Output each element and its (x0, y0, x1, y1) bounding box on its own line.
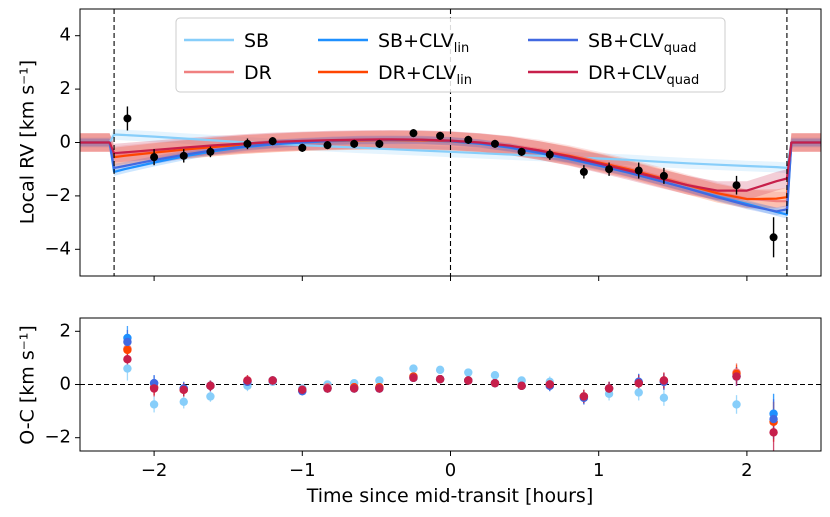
data-point (243, 139, 252, 148)
data-point (179, 151, 188, 160)
x-tick-label: −1 (289, 460, 316, 481)
data-point (123, 114, 132, 123)
data-point (464, 135, 473, 144)
residual-point-sb (659, 393, 669, 402)
bottom-panel: 2 0 −2 −2 −1 0 1 2 O-C [km s⁻¹] Time since mid… (17, 317, 822, 507)
residual-point-dr-clv-quad (206, 381, 215, 391)
legend-label-sb-clv-quad: SB+CLVquad (588, 30, 697, 56)
data-point (579, 167, 588, 176)
residual-point-dr-clv-quad (604, 384, 614, 393)
residual-point-sb (435, 365, 445, 375)
top-panel: 420−2−4 Local RV [km s⁻¹] SBDRSB+CLVlinD… (17, 8, 822, 281)
data-point (436, 131, 445, 140)
band-dr (80, 130, 821, 211)
residual-point-dr-clv-quad (732, 372, 741, 381)
top-y-tick-label: 2 (60, 78, 71, 99)
data-point (605, 165, 614, 174)
residual-point-sb (464, 368, 473, 377)
bottom-y-tick-label: 2 (60, 320, 71, 341)
residual-point-dr-clv-quad (243, 376, 252, 385)
bottom-y-axis-label: O-C [km s⁻¹] (17, 325, 39, 445)
residual-point-dr-clv-quad (409, 373, 418, 383)
residual-point-dr-clv-quad (490, 378, 500, 388)
bottom-y-tick-label: −2 (44, 427, 71, 448)
residual-point-sb (179, 397, 188, 406)
residual-point-sb (490, 370, 500, 380)
residual-point-sb (375, 376, 384, 385)
residual-point-dr-clv-quad (579, 392, 589, 401)
residual-point-dr-clv-lin (123, 345, 132, 355)
legend: SBDRSB+CLVlinDR+CLVlinSB+CLVquadDR+CLVqu… (175, 17, 726, 93)
residual-point-dr-clv-quad (179, 385, 188, 395)
x-tick-label: −2 (141, 460, 168, 481)
data-point (490, 139, 499, 148)
data-point (206, 147, 215, 156)
data-point (769, 233, 778, 242)
legend-frame (175, 17, 726, 93)
residual-point-dr-clv-quad (545, 380, 554, 389)
band-sb-clv-quad (80, 135, 821, 216)
top-y-tick-label: 0 (60, 132, 71, 153)
band-dr-clv-quad (80, 130, 821, 200)
data-point (323, 141, 332, 150)
residual-point-sb (634, 388, 643, 397)
residual-point-dr-clv-quad (769, 428, 778, 437)
data-point (659, 171, 668, 180)
legend-label-sb: SB (244, 30, 269, 52)
data-point (732, 181, 741, 190)
residual-point-dr-clv-quad (298, 385, 307, 395)
residual-point-dr-clv-quad (375, 384, 384, 393)
residual-point-dr-clv-quad (435, 374, 445, 384)
residual-point-dr-clv-quad (634, 378, 643, 388)
residual-point-dr-clv-quad (349, 384, 359, 393)
data-point (375, 139, 384, 148)
residual-point-sb (123, 364, 132, 373)
data-point (545, 150, 554, 159)
top-y-tick-label: −4 (44, 238, 71, 259)
residual-point-sb (409, 364, 418, 373)
legend-label-dr-clv-lin: DR+CLVlin (378, 62, 472, 88)
data-point (409, 129, 418, 138)
x-axis-label: Time since mid-transit [hours] (306, 485, 594, 507)
top-y-axis-label: Local RV [km s⁻¹] (17, 60, 39, 224)
residual-point-sb (732, 400, 741, 409)
residual-point-dr-clv-quad (464, 376, 473, 385)
data-point (298, 143, 307, 152)
model-line-sb (80, 133, 821, 169)
x-tick-label: 2 (741, 460, 752, 481)
data-point (268, 137, 277, 146)
residual-point-dr-clv-quad (323, 384, 332, 393)
residual-point-dr-clv-quad (123, 355, 132, 364)
residual-point-dr-clv-quad (268, 376, 277, 385)
x-tick-label: 1 (593, 460, 604, 481)
data-point (634, 166, 643, 175)
residual-point-sb-clv-quad (123, 337, 132, 347)
x-tick-label: 0 (445, 460, 456, 481)
data-point (150, 153, 159, 162)
band-dr-clv-lin (80, 130, 821, 209)
bottom-y-tick-label: 0 (60, 374, 71, 395)
data-point (350, 139, 359, 148)
legend-label-dr: DR (244, 62, 272, 84)
residual-point-dr-clv-quad (659, 376, 669, 385)
residual-point-dr-clv-quad (517, 381, 526, 391)
residual-point-dr-clv-quad (149, 384, 159, 393)
residual-point-sb (206, 392, 215, 401)
residual-point-sb-clv-quad (769, 414, 778, 424)
top-y-tick-label: 4 (60, 25, 71, 46)
residual-point-sb (149, 400, 159, 409)
top-y-tick-label: −2 (44, 185, 71, 206)
data-point (517, 147, 526, 156)
